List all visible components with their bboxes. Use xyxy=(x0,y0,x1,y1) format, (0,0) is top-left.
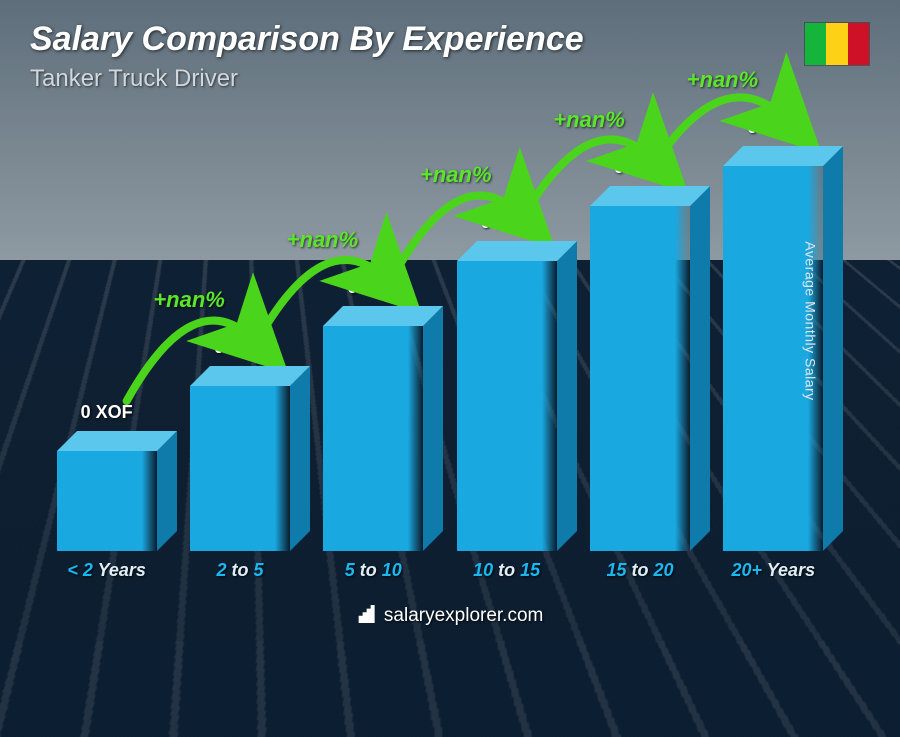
bar-top-face xyxy=(190,366,310,386)
bar-top-face xyxy=(723,146,843,166)
bar-top-face xyxy=(457,241,577,261)
arrow-arc-4 xyxy=(40,101,840,581)
chart-title: Salary Comparison By Experience xyxy=(30,20,870,59)
country-flag-mali xyxy=(804,22,870,66)
logo-icon xyxy=(357,605,377,623)
bar-chart: 0 XOF0 XOF0 XOF0 XOF0 XOF0 XOF < 2 Years… xyxy=(40,101,840,581)
bar-top-face xyxy=(57,431,177,451)
main-container: Salary Comparison By Experience Tanker T… xyxy=(0,0,900,641)
footer: salaryexplorer.com xyxy=(0,605,900,627)
flag-stripe-green xyxy=(805,23,826,65)
flag-stripe-red xyxy=(848,23,869,65)
bar-top-face xyxy=(323,306,443,326)
y-axis-label: Average Monthly Salary xyxy=(802,241,818,400)
footer-site: salaryexplorer.com xyxy=(384,605,543,626)
flag-stripe-yellow xyxy=(826,23,847,65)
arrow-label-4: +nan% xyxy=(687,67,759,93)
bar-top-face xyxy=(590,186,710,206)
